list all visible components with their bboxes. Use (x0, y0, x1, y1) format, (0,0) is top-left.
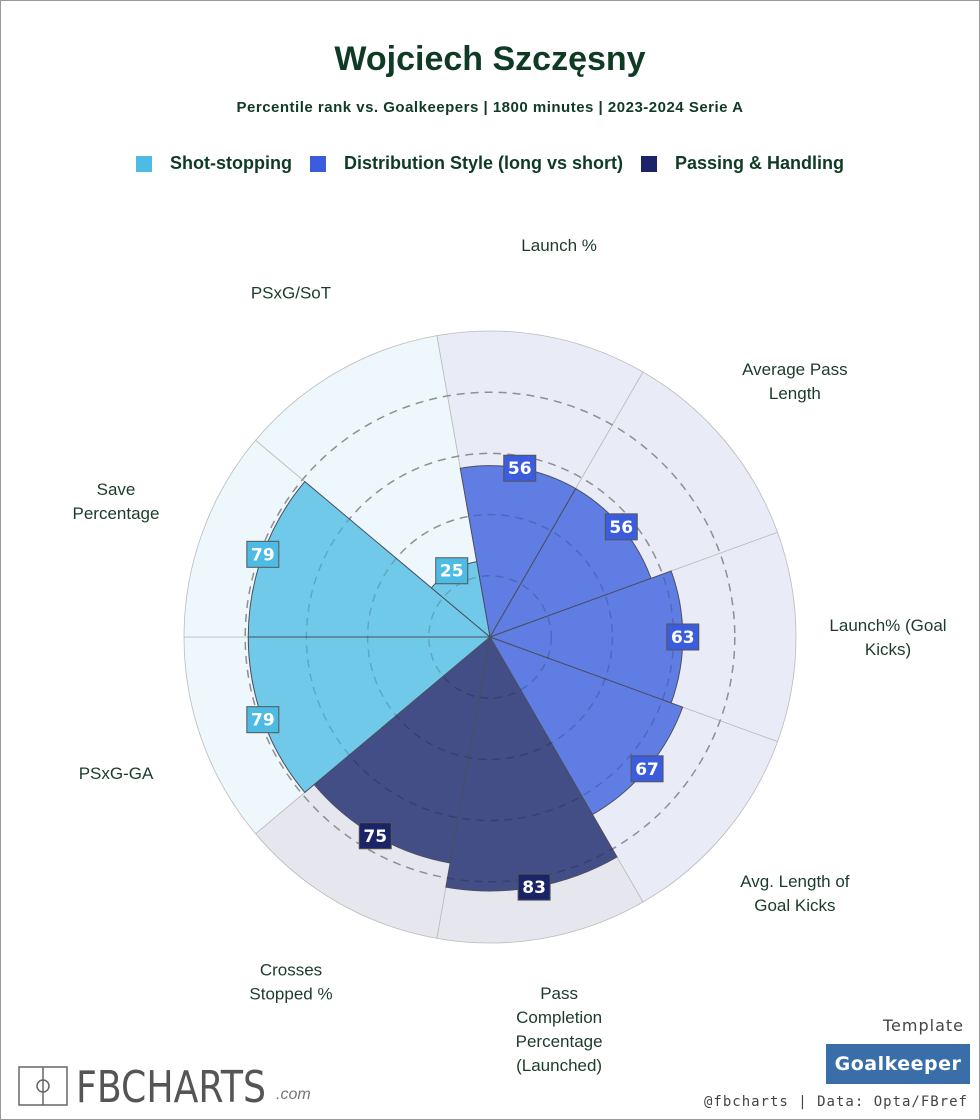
category-label: PSxG-GA (79, 764, 154, 783)
fbcharts-logo: FBCHARTS .com (18, 1062, 311, 1106)
value-label: 63 (671, 628, 695, 648)
value-box (503, 454, 537, 482)
template-goalkeeper-button[interactable]: Goalkeeper (826, 1044, 970, 1084)
legend-item-distribution: Distribution Style (long vs short) (309, 153, 623, 174)
value-label: 75 (363, 827, 387, 847)
logo-text: FBCHARTS (76, 1062, 266, 1106)
chart-subtitle: Percentile rank vs. Goalkeepers | 1800 m… (236, 99, 744, 116)
value-box (517, 873, 551, 901)
value-label: 79 (251, 545, 275, 565)
value-box (246, 706, 280, 734)
legend-swatch (135, 155, 152, 172)
value-label: 25 (440, 562, 464, 582)
legend-label: Distribution Style (long vs short) (343, 153, 623, 173)
value-label: 56 (508, 459, 532, 479)
value-label: 67 (635, 760, 659, 780)
category-label: Pass Completion Percentage (Launched) (516, 984, 603, 1075)
value-box (358, 822, 392, 850)
value-box (435, 557, 469, 585)
value-label: 83 (522, 878, 546, 898)
legend-label: Passing & Handling (674, 153, 844, 173)
value-box (246, 540, 280, 568)
grid-circle-overlay (366, 513, 614, 761)
value-box (666, 623, 700, 651)
logo-wordmark: FBCHARTS (76, 1062, 266, 1106)
category-label: Average Pass Length (742, 360, 848, 403)
credit-text: @fbcharts | Data: Opta/FBref (703, 1094, 968, 1110)
value-label: 79 (251, 711, 275, 731)
legend-swatch (640, 155, 657, 172)
legend-item-passing: Passing & Handling (640, 153, 844, 174)
pitch-icon (18, 1066, 68, 1106)
category-label: Launch % (521, 236, 597, 255)
grid-circle-overlay (428, 575, 552, 699)
logo-suffix: .com (276, 1086, 311, 1103)
legend-label: Shot-stopping (169, 153, 292, 173)
value-label: 56 (609, 518, 633, 538)
legend: Shot-stopping Distribution Style (long v… (0, 153, 980, 174)
sector-background (255, 335, 491, 639)
category-label: PSxG/SoT (251, 283, 331, 302)
grid-circle-overlay (244, 391, 736, 883)
chart-title: Wojciech Szczęsny (334, 40, 646, 78)
legend-item-shot-stopping: Shot-stopping (135, 153, 292, 174)
value-box (630, 755, 664, 783)
category-label: Avg. Length of Goal Kicks (740, 872, 850, 915)
category-label: Crosses Stopped % (249, 961, 332, 1004)
legend-swatch (309, 155, 326, 172)
category-label: Save Percentage (73, 480, 160, 523)
value-box (604, 513, 638, 541)
category-label: Launch% (Goal Kicks) (829, 616, 946, 659)
template-label: Template (882, 1016, 964, 1035)
